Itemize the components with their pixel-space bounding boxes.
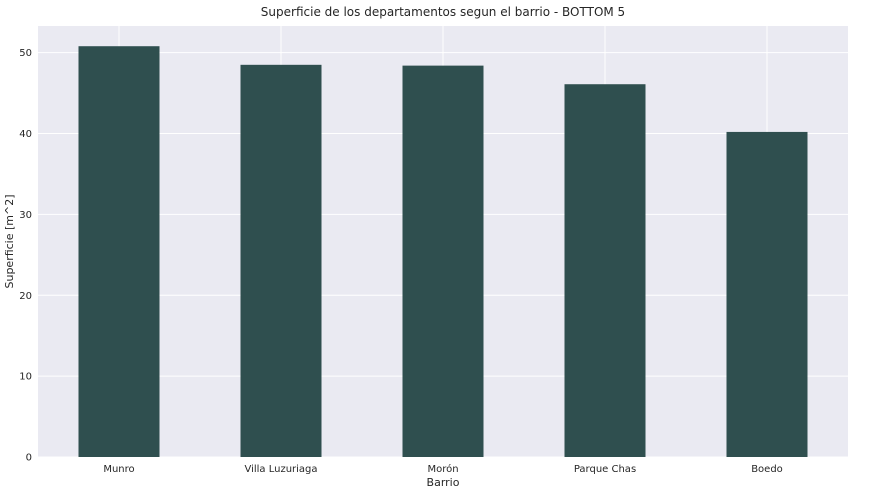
x-axis-label: Barrio	[427, 476, 460, 489]
x-tick-label: Munro	[103, 464, 134, 475]
y-tick-label: 20	[19, 291, 32, 302]
bars	[78, 46, 808, 458]
bar-morón	[402, 65, 484, 457]
y-tick-label: 30	[19, 210, 32, 221]
bar-boedo	[726, 131, 808, 457]
x-tick-label: Boedo	[751, 464, 783, 475]
x-tick-label: Parque Chas	[574, 464, 636, 475]
y-axis-label: Superficie [m^2]	[3, 194, 16, 288]
bar-munro	[78, 46, 160, 457]
chart-title: Superficie de los departamentos segun el…	[261, 5, 625, 19]
bar-villa-luzuriaga	[240, 64, 322, 457]
bar-parque-chas	[564, 84, 646, 458]
x-tick-label: Morón	[427, 463, 458, 475]
y-tick-label: 0	[26, 453, 32, 464]
x-tick-label: Villa Luzuriaga	[244, 464, 317, 475]
y-tick-label: 50	[19, 48, 32, 59]
x-axis-ticks: Munro Villa Luzuriaga Morón Parque Chas Boed…	[103, 463, 782, 475]
y-axis-ticks: 0 10 20 30 40 50	[19, 48, 32, 463]
y-tick-label: 40	[19, 129, 32, 140]
y-tick-label: 10	[19, 372, 32, 383]
